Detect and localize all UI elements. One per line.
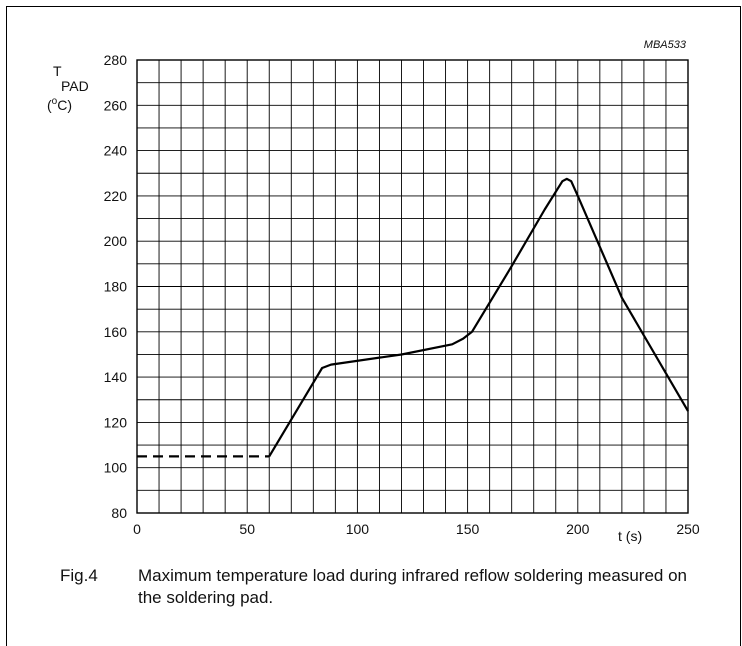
- x-tick-label: 50: [239, 521, 255, 537]
- y-tick-label: 200: [104, 233, 128, 249]
- temperature-chart: 80 100 120 140 160 180 200 220 240 260 280 0 50 100 15…: [47, 39, 700, 544]
- plot-area-border: [136, 59, 689, 514]
- y-tick-label: 180: [104, 279, 128, 295]
- figure-code: MBA533: [644, 39, 687, 51]
- y-axis-label-sub: PAD: [61, 78, 89, 94]
- x-tick-label: 0: [133, 521, 141, 537]
- y-tick-label: 240: [104, 143, 128, 159]
- y-axis-unit: (oC): [47, 96, 72, 113]
- figure-number: Fig.4: [60, 566, 98, 585]
- x-tick-label: 200: [566, 521, 590, 537]
- y-tick-label: 140: [104, 369, 128, 385]
- y-tick-label: 100: [104, 460, 128, 476]
- y-tick-label: 280: [104, 52, 128, 68]
- y-tick-label: 80: [111, 505, 127, 521]
- y-axis-label-main: T: [53, 63, 62, 79]
- chart-series: [137, 177, 689, 458]
- figure-caption-text: Maximum temperature load during infrared…: [138, 566, 687, 607]
- chart-grid: [136, 59, 689, 514]
- y-tick-label: 120: [104, 414, 128, 430]
- series-line-solid: [268, 177, 689, 457]
- y-tick-label: 160: [104, 324, 128, 340]
- x-axis-label: t (s): [618, 528, 642, 544]
- y-tick-label: 220: [104, 188, 128, 204]
- x-tick-label: 250: [676, 521, 700, 537]
- x-tick-label: 100: [346, 521, 370, 537]
- x-tick-label: 150: [456, 521, 480, 537]
- y-tick-label: 260: [104, 97, 128, 113]
- figure-frame: [6, 6, 741, 646]
- chart-ticks: 80 100 120 140 160 180 200 220 240 260 280 0 50 100 15…: [104, 52, 700, 537]
